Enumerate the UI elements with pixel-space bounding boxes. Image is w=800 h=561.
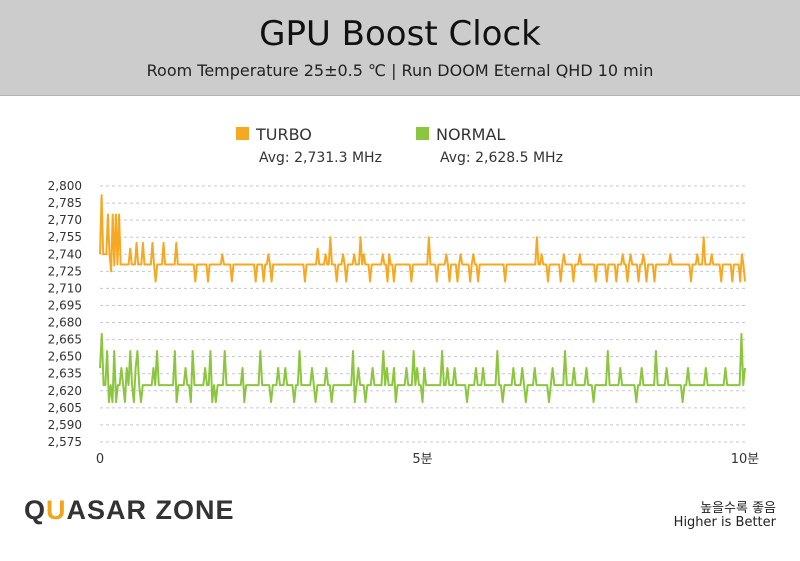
y-tick-label: 2,695 bbox=[48, 298, 82, 312]
turbo-avg: Avg: 2,731.3 MHz bbox=[259, 150, 382, 166]
y-tick-label: 2,740 bbox=[48, 247, 82, 261]
y-tick-label: 2,680 bbox=[48, 316, 82, 330]
y-tick-label: 2,725 bbox=[48, 264, 82, 278]
y-tick-label: 2,770 bbox=[48, 213, 82, 227]
legend-turbo-label: TURBO bbox=[256, 125, 312, 144]
y-tick-label: 2,575 bbox=[48, 435, 82, 449]
y-tick-label: 2,710 bbox=[48, 281, 82, 295]
normal-swatch bbox=[416, 127, 429, 140]
series-line-turbo bbox=[99, 194, 746, 283]
y-tick-label: 2,650 bbox=[48, 350, 82, 364]
y-tick-label: 2,665 bbox=[48, 333, 82, 347]
x-tick-label: 5분 bbox=[412, 452, 432, 467]
y-tick-label: 2,785 bbox=[48, 196, 82, 210]
y-tick-label: 2,590 bbox=[48, 418, 82, 432]
y-tick-label: 2,635 bbox=[48, 367, 82, 381]
chart-header: GPU Boost Clock Room Temperature 25±0.5 … bbox=[0, 0, 800, 96]
normal-avg: Avg: 2,628.5 MHz bbox=[440, 150, 563, 166]
turbo-swatch bbox=[236, 127, 249, 140]
chart-title: GPU Boost Clock bbox=[259, 14, 541, 54]
x-tick-label: 10분 bbox=[731, 452, 760, 467]
legend-normal: NORMAL bbox=[416, 125, 505, 144]
higher-better-note-kr: 높을수록 좋음 bbox=[700, 501, 776, 516]
quasarzone-logo: QUASAR ZONE bbox=[24, 495, 235, 525]
series-line-normal bbox=[99, 332, 746, 404]
legend-turbo: TURBO bbox=[236, 125, 312, 144]
chart-subtitle: Room Temperature 25±0.5 ℃ | Run DOOM Ete… bbox=[146, 61, 654, 80]
higher-better-note-en: Higher is Better bbox=[673, 515, 776, 530]
x-tick-label: 0 bbox=[96, 452, 104, 467]
legend-normal-label: NORMAL bbox=[436, 125, 506, 144]
y-tick-label: 2,620 bbox=[48, 384, 82, 398]
y-tick-label: 2,605 bbox=[48, 401, 82, 415]
y-tick-label: 2,755 bbox=[48, 230, 82, 244]
y-tick-label: 2,800 bbox=[48, 179, 82, 193]
